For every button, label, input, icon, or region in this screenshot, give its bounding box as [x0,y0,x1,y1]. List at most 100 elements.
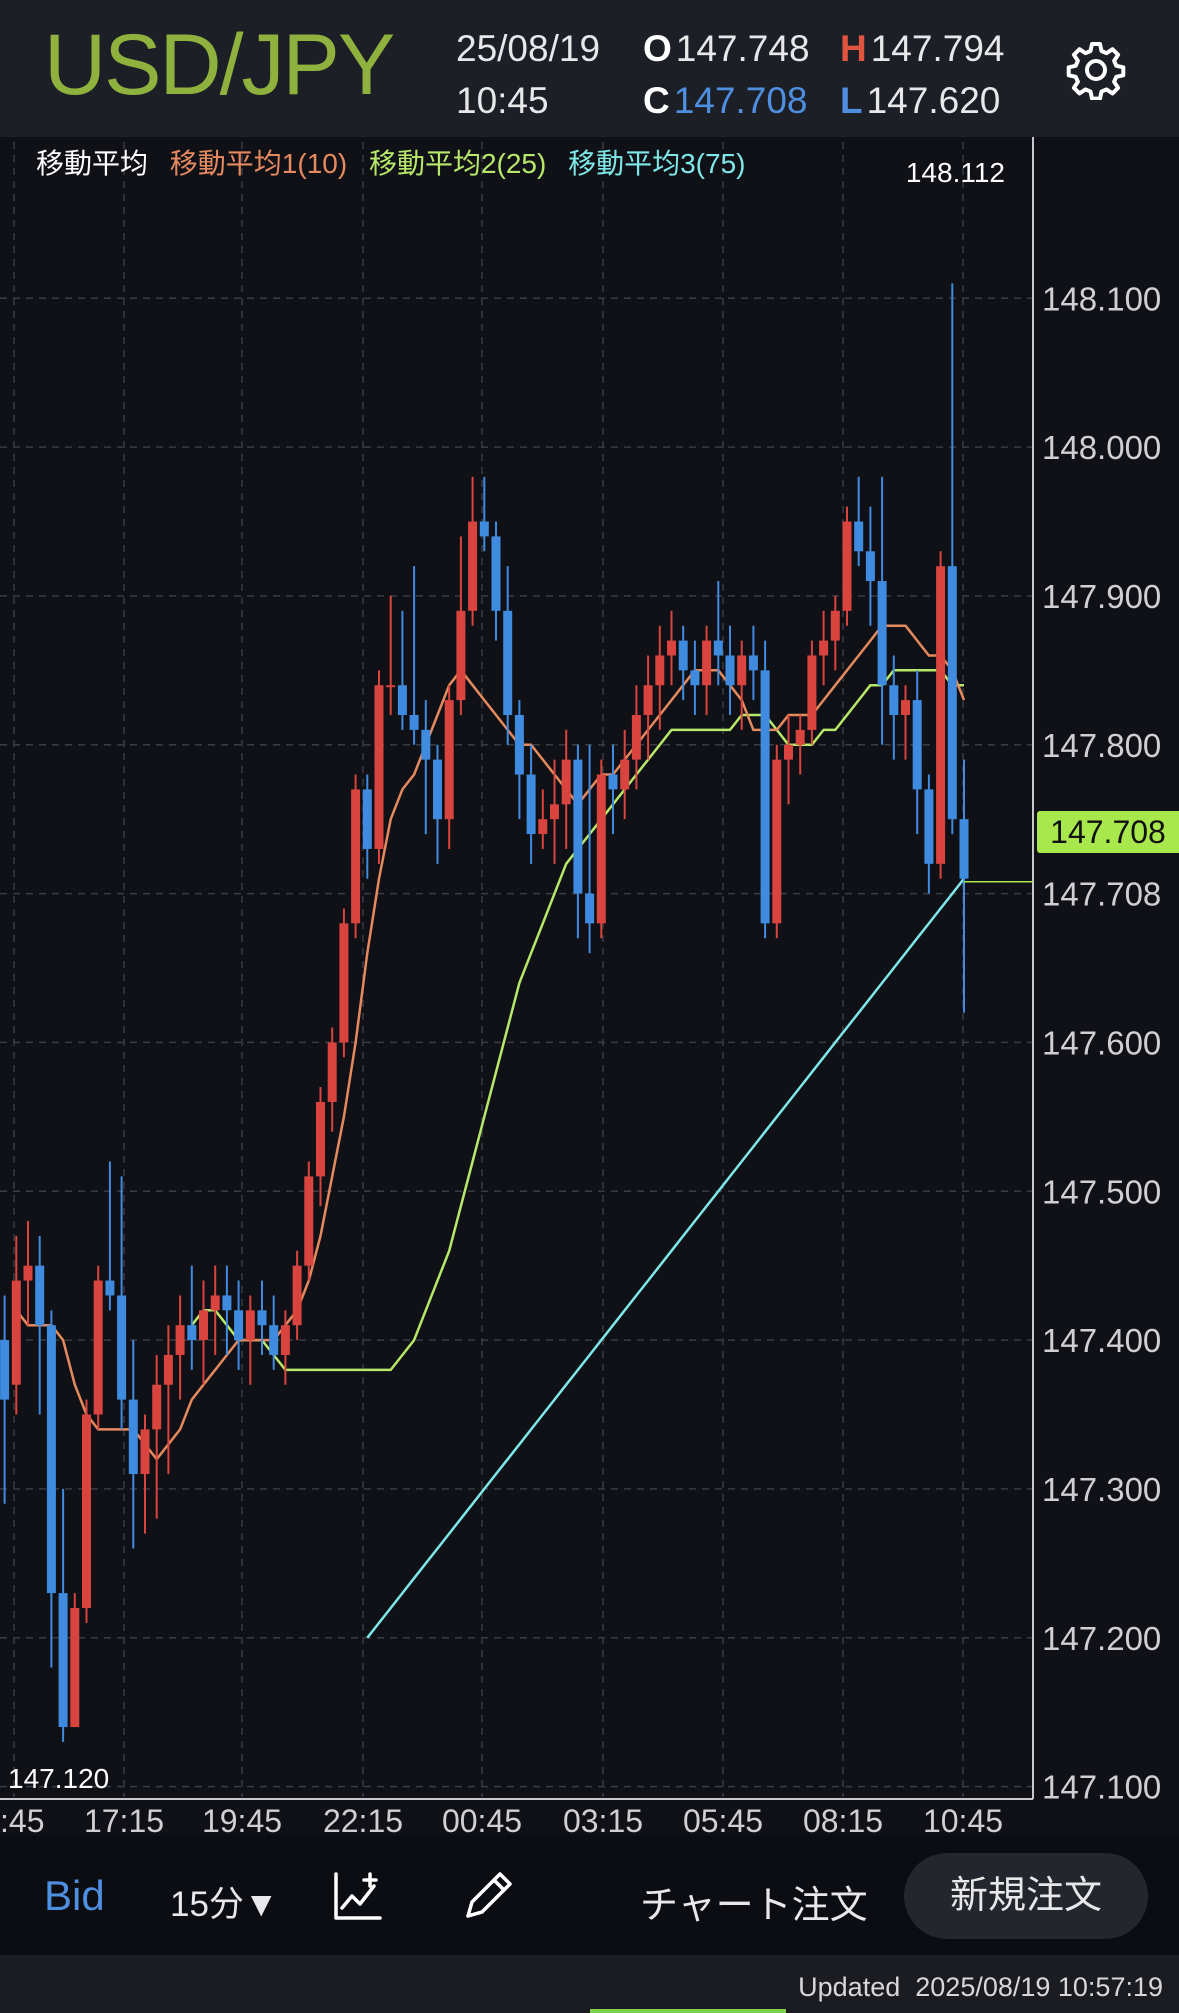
candle-body [339,923,349,1043]
chart-line-icon[interactable] [330,1868,386,1924]
x-tick-label: 05:45 [683,1803,763,1837]
candle-body [947,566,957,820]
candle-body [667,640,676,656]
y-tick-label: 147.100 [1042,1769,1161,1806]
candle-body [234,1310,244,1341]
candle-body [70,1607,80,1728]
candle-body [351,789,361,924]
candle-body [901,700,910,715]
candle-body [374,685,384,849]
candle-body [187,1325,197,1341]
candle-body [421,729,431,760]
candle-body [830,610,840,641]
low-value: 147.620 [866,80,1001,121]
chart-area[interactable]: 148.100 148.000 147.900 147.800 147.708 147.6… [0,137,1179,1837]
candle-body [865,551,875,582]
bar-time: 10:45 [456,80,549,121]
candle-body [807,655,817,730]
candle-body [760,670,770,924]
ma3-legend[interactable]: 移動平均3(75) [568,148,746,179]
x-tick-label: 08:15 [803,1803,883,1837]
high-annotation: 148.112 [906,157,1005,188]
low-label: L [840,80,863,121]
chart-order-button[interactable]: チャート注文 [640,1885,868,1927]
x-tick-label: 10:45 [923,1803,1003,1837]
candle-body [748,655,758,671]
candle-body [327,1042,337,1102]
candle-body [538,819,548,835]
high-value: 147.794 [870,28,1005,69]
candlestick-chart[interactable]: 148.100 148.000 147.900 147.800 147.708 147.6… [0,137,1179,1837]
candle-body [433,759,442,820]
candle-body [690,670,700,686]
ma1-legend[interactable]: 移動平均1(10) [169,148,348,179]
candle-body [82,1414,91,1608]
ma-legend: 移動平均 移動平均1(10) 移動平均2(25) 移動平均3(75) [36,142,759,182]
close-price: C 147.708 [643,80,807,122]
pencil-icon[interactable] [460,1868,516,1924]
candle-body [210,1295,220,1311]
candle-body [292,1265,302,1326]
x-tick-label: 22:15 [323,1803,403,1837]
candle-body [409,714,419,730]
candle-body [46,1325,56,1594]
candle-body [725,655,735,686]
high-price: H 147.794 [840,28,1004,70]
bid-ask-toggle[interactable]: Bid [44,1872,105,1919]
candle-body [58,1593,68,1728]
y-tick-label: 147.900 [1042,578,1161,615]
bar-date: 25/08/19 [456,28,601,69]
candle-body [514,714,524,775]
candle-body [152,1384,162,1430]
candle-body [702,640,712,686]
candle-body [655,655,665,686]
home-indicator [590,2009,786,2013]
candle-body [772,759,782,924]
ma1-line [15,624,966,1461]
open-price: O 147.748 [643,28,810,70]
high-label: H [840,28,867,69]
candle-body [608,774,618,790]
candle-body [468,521,478,611]
candle-body [550,804,559,820]
x-tick-label: 03:15 [563,1803,643,1837]
candle-body [842,521,852,611]
candle-body [491,536,501,611]
candle-body [117,1295,127,1400]
candle-body [128,1399,138,1475]
ma2-legend[interactable]: 移動平均2(25) [368,148,547,179]
candle-body [199,1310,208,1341]
interval-selector[interactable]: 15分▼ [170,1885,279,1924]
candle-body [397,685,407,715]
y-tick-label: 147.400 [1042,1322,1161,1359]
candle-body [573,759,583,894]
updated-timestamp: Updated 2025/08/19 10:57:19 [798,1972,1163,2003]
y-tick-label: 147.300 [1042,1471,1161,1508]
candle-body [596,774,606,924]
candle-body [269,1325,279,1355]
candle-body [479,521,489,537]
candle-body [585,893,595,924]
candle-body [386,685,396,688]
y-tick-label: 148.000 [1042,429,1161,466]
x-tick-label: :45 [0,1803,44,1837]
open-value: 147.748 [675,28,810,69]
candle-body [0,1340,10,1400]
status-footer [0,1955,1179,2013]
x-tick-label: 19:45 [202,1803,282,1837]
candle-body [912,700,922,790]
candle-body [93,1280,103,1415]
updated-label: Updated [798,1972,901,2002]
symbol-title[interactable]: USD/JPY [44,17,395,113]
candle-body [819,640,829,656]
candle-body [105,1280,115,1296]
candle-body [503,610,513,715]
candle-body [257,1310,267,1326]
close-value: 147.708 [673,80,808,121]
gear-icon[interactable] [1066,40,1126,100]
new-order-button[interactable]: 新規注文 [904,1853,1148,1939]
candle-body [444,700,454,820]
candle-body [304,1176,314,1266]
candle-body [456,610,466,701]
y-tick-label: 147.200 [1042,1620,1161,1657]
